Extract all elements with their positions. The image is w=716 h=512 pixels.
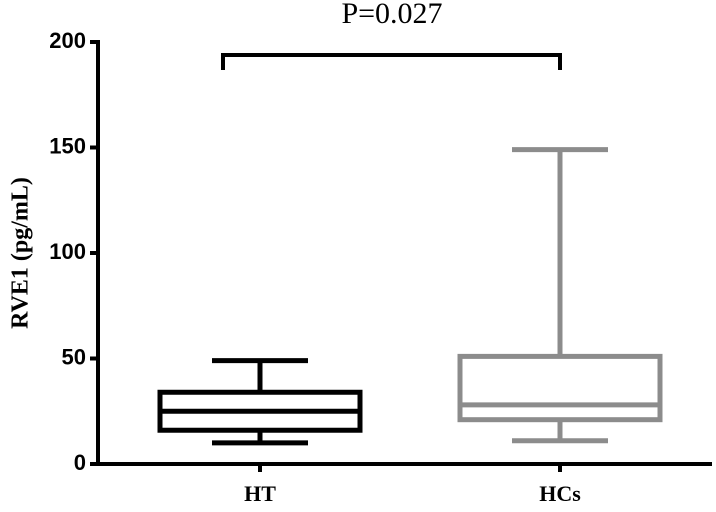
y-tick-label: 200 [49, 28, 86, 53]
x-tick-label: HCs [539, 481, 581, 506]
p-value: P=0.027 [341, 0, 442, 30]
significance-bracket [221, 53, 562, 70]
box [457, 353, 663, 423]
y-tick-label: 0 [74, 450, 86, 475]
y-axis-label: RVE1 (pg/mL) [8, 177, 34, 329]
y-tick-label: 50 [62, 344, 86, 369]
x-tick-label: HT [244, 481, 276, 506]
y-tick-label: 150 [49, 133, 86, 158]
y-tick-label: 100 [49, 239, 86, 264]
